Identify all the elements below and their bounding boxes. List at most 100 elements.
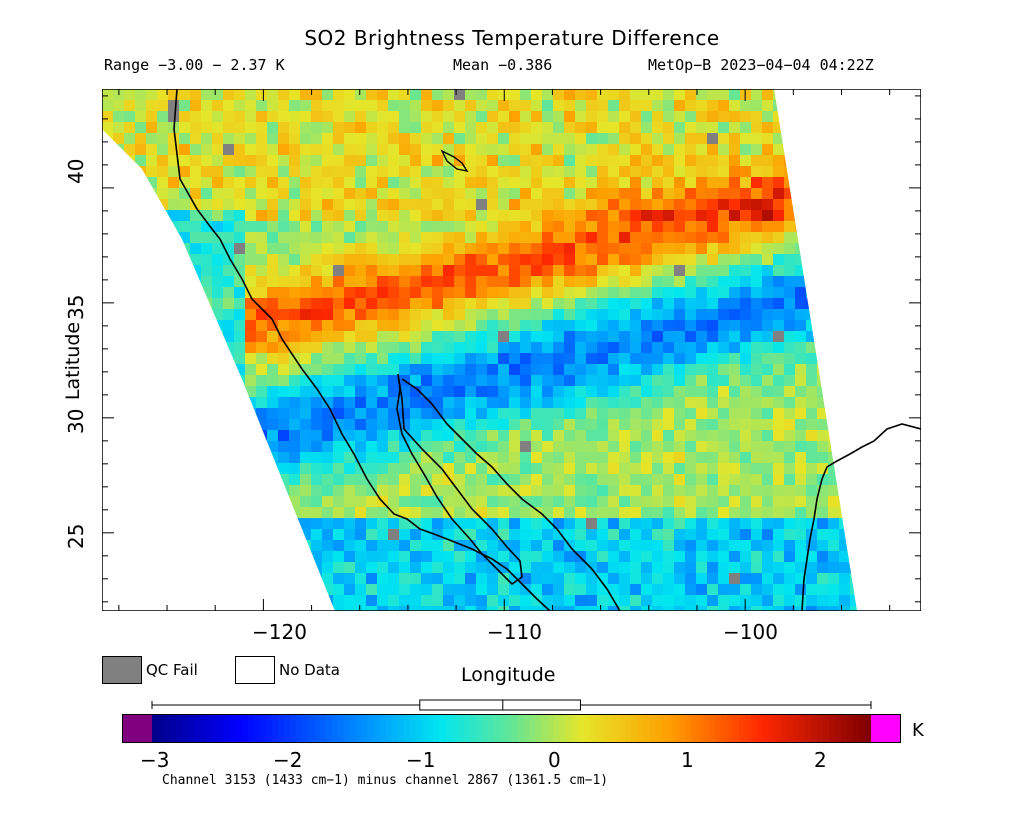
swath-pixel <box>575 89 586 100</box>
swath-pixel <box>795 529 806 540</box>
swath-pixel <box>619 606 630 611</box>
swath-pixel <box>707 276 718 287</box>
swath-pixel <box>311 133 322 144</box>
swath-pixel <box>300 100 311 111</box>
swath-pixel <box>608 122 619 133</box>
swath-pixel <box>355 177 366 188</box>
swath-pixel <box>322 320 333 331</box>
swath-pixel <box>498 188 509 199</box>
swath-pixel <box>399 529 410 540</box>
swath-pixel <box>707 133 718 144</box>
swath-pixel <box>476 408 487 419</box>
swath-pixel <box>410 441 421 452</box>
swath-pixel <box>586 177 597 188</box>
swath-pixel <box>762 485 773 496</box>
swath-pixel <box>245 122 256 133</box>
swath-pixel <box>432 364 443 375</box>
swath-pixel <box>674 254 685 265</box>
swath-pixel <box>377 595 388 606</box>
swath-pixel <box>740 276 751 287</box>
swath-pixel <box>762 331 773 342</box>
swath-pixel <box>817 397 828 408</box>
swath-pixel <box>542 595 553 606</box>
swath-pixel <box>377 353 388 364</box>
swath-pixel <box>102 89 113 100</box>
swath-pixel <box>278 144 289 155</box>
swath-pixel <box>421 353 432 364</box>
swath-pixel <box>146 133 157 144</box>
colorbar-segment <box>691 714 698 743</box>
swath-pixel <box>223 210 234 221</box>
swath-pixel <box>740 199 751 210</box>
swath-pixel <box>300 452 311 463</box>
swath-pixel <box>333 232 344 243</box>
swath-pixel <box>619 144 630 155</box>
swath-pixel <box>707 463 718 474</box>
swath-pixel <box>784 287 795 298</box>
swath-pixel <box>597 595 608 606</box>
swath-pixel <box>322 573 333 584</box>
swath-pixel <box>388 386 399 397</box>
swath-pixel <box>487 155 498 166</box>
swath-pixel <box>674 496 685 507</box>
swath-pixel <box>784 408 795 419</box>
swath-pixel <box>498 342 509 353</box>
swath-pixel <box>795 430 806 441</box>
swath-pixel <box>234 111 245 122</box>
swath-pixel <box>443 144 454 155</box>
swath-pixel <box>663 353 674 364</box>
swath-pixel <box>597 463 608 474</box>
swath-pixel <box>245 133 256 144</box>
swath-pixel <box>344 232 355 243</box>
swath-pixel <box>553 595 564 606</box>
swath-pixel <box>344 188 355 199</box>
swath-pixel <box>465 419 476 430</box>
swath-pixel <box>190 177 201 188</box>
swath-pixel <box>366 342 377 353</box>
swath-pixel <box>696 265 707 276</box>
swath-pixel <box>245 320 256 331</box>
swath-pixel <box>190 89 201 100</box>
swath-pixel <box>608 89 619 100</box>
swath-pixel <box>322 408 333 419</box>
swath-pixel <box>674 551 685 562</box>
swath-pixel <box>718 529 729 540</box>
swath-pixel <box>707 364 718 375</box>
swath-pixel <box>476 188 487 199</box>
swath-pixel <box>443 254 454 265</box>
swath-pixel <box>685 375 696 386</box>
swath-pixel <box>718 353 729 364</box>
swath-pixel <box>696 89 707 100</box>
swath-pixel <box>487 111 498 122</box>
swath-pixel <box>410 298 421 309</box>
swath-pixel <box>630 199 641 210</box>
swath-pixel <box>344 254 355 265</box>
swath-pixel <box>685 397 696 408</box>
swath-pixel <box>454 419 465 430</box>
swath-pixel <box>432 375 443 386</box>
swath-pixel <box>223 221 234 232</box>
swath-pixel <box>663 452 674 463</box>
swath-pixel <box>509 507 520 518</box>
swath-pixel <box>234 89 245 100</box>
swath-pixel <box>168 188 179 199</box>
swath-pixel <box>674 221 685 232</box>
range-text: Range −3.00 − 2.37 K <box>104 56 285 74</box>
swath-pixel <box>344 584 355 595</box>
swath-pixel <box>366 441 377 452</box>
swath-pixel <box>608 397 619 408</box>
swath-pixel <box>751 331 762 342</box>
swath-pixel <box>399 199 410 210</box>
swath-pixel <box>454 551 465 562</box>
swath-pixel <box>575 419 586 430</box>
swath-pixel <box>410 221 421 232</box>
swath-pixel <box>762 386 773 397</box>
swath-pixel <box>696 122 707 133</box>
swath-pixel <box>641 353 652 364</box>
swath-pixel <box>663 540 674 551</box>
swath-pixel <box>289 199 300 210</box>
swath-pixel <box>652 221 663 232</box>
swath-pixel <box>520 221 531 232</box>
swath-pixel <box>476 100 487 111</box>
